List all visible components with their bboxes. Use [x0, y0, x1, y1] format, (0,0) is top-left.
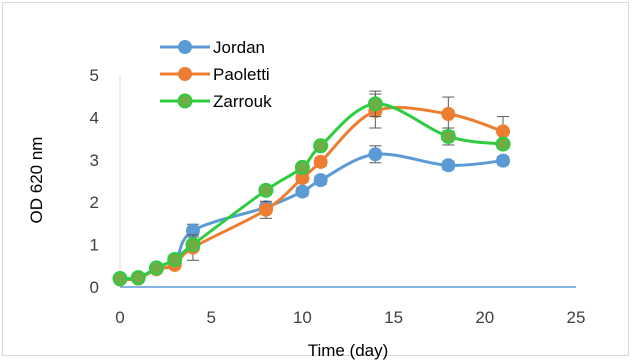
legend: Jordan Paoletti Zarrouk	[160, 38, 272, 111]
legend-marker	[178, 40, 192, 54]
series-layer	[112, 90, 511, 287]
data-point	[148, 260, 164, 276]
x-tick-label: 25	[567, 308, 586, 327]
data-point	[295, 171, 310, 186]
data-point	[258, 182, 274, 198]
data-point	[295, 184, 310, 199]
legend-label: Jordan	[213, 38, 265, 57]
data-point	[496, 153, 511, 168]
data-point	[130, 270, 146, 286]
x-tick-label: 5	[206, 308, 215, 327]
data-point	[496, 124, 511, 139]
data-point	[367, 96, 383, 112]
data-point	[167, 251, 183, 267]
data-point	[441, 158, 456, 173]
legend-marker	[178, 67, 192, 81]
y-tick-label: 3	[90, 151, 99, 170]
data-point	[313, 138, 329, 154]
data-point	[258, 202, 273, 217]
series-zarrouk	[112, 90, 511, 287]
data-point	[112, 271, 128, 287]
y-tick-label: 5	[90, 66, 99, 85]
y-axis-title: OD 620 nm	[27, 137, 46, 224]
y-tick-label: 0	[90, 278, 99, 297]
legend-item: Jordan	[160, 38, 265, 57]
legend-label: Paoletti	[213, 65, 270, 84]
legend-marker	[177, 93, 193, 109]
legend-label: Zarrouk	[213, 92, 272, 111]
x-tick-label: 10	[293, 308, 312, 327]
data-point	[495, 136, 511, 152]
y-tick-label: 4	[90, 108, 99, 127]
data-point	[185, 223, 200, 238]
x-tick-label: 15	[384, 308, 403, 327]
data-point	[368, 147, 383, 162]
data-point	[185, 237, 201, 253]
x-tick-label: 20	[475, 308, 494, 327]
y-tick-label: 1	[90, 236, 99, 255]
x-tick-label: 0	[115, 308, 124, 327]
legend-item: Zarrouk	[160, 92, 272, 111]
data-point	[440, 128, 456, 144]
legend-item: Paoletti	[160, 65, 270, 84]
data-point	[313, 154, 328, 169]
data-point	[313, 173, 328, 188]
x-axis-title: Time (day)	[308, 341, 389, 360]
data-point	[294, 159, 310, 175]
y-tick-label: 2	[90, 193, 99, 212]
axes: 0 5 10 15 20 25 0 1 2 3 4 5	[90, 66, 586, 327]
data-point	[441, 107, 456, 122]
